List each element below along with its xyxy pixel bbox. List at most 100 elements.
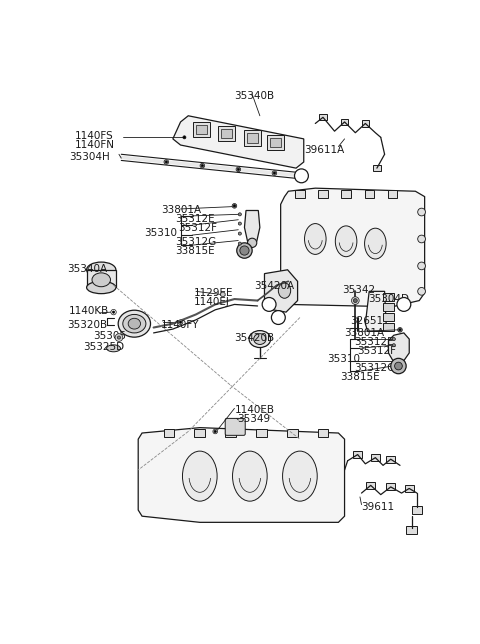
Ellipse shape (92, 273, 110, 287)
Ellipse shape (128, 318, 141, 329)
FancyBboxPatch shape (318, 191, 328, 198)
FancyBboxPatch shape (383, 323, 394, 330)
Circle shape (248, 238, 257, 247)
FancyBboxPatch shape (371, 454, 380, 461)
Text: 35312G: 35312G (175, 236, 216, 247)
Circle shape (351, 297, 359, 305)
FancyBboxPatch shape (386, 484, 396, 490)
Circle shape (395, 362, 402, 370)
Circle shape (221, 292, 225, 297)
FancyBboxPatch shape (247, 133, 258, 143)
Circle shape (178, 320, 183, 325)
Text: 35420A: 35420A (254, 281, 294, 290)
Circle shape (271, 310, 285, 325)
FancyBboxPatch shape (383, 313, 394, 321)
Text: 1140FN: 1140FN (75, 140, 115, 149)
Text: 39611: 39611 (361, 502, 395, 513)
FancyBboxPatch shape (270, 138, 281, 147)
FancyBboxPatch shape (194, 429, 205, 437)
Polygon shape (138, 428, 345, 522)
Ellipse shape (304, 223, 326, 254)
Circle shape (418, 287, 425, 295)
Circle shape (273, 172, 276, 175)
Circle shape (391, 358, 406, 374)
Circle shape (399, 328, 401, 331)
Circle shape (240, 246, 249, 255)
Text: 35312E: 35312E (175, 214, 215, 224)
FancyBboxPatch shape (318, 429, 328, 437)
Text: 32651: 32651 (350, 316, 383, 326)
Ellipse shape (86, 262, 116, 278)
FancyBboxPatch shape (218, 126, 235, 141)
Text: 1140FS: 1140FS (75, 131, 114, 141)
Ellipse shape (123, 314, 146, 333)
Circle shape (232, 204, 237, 208)
Circle shape (183, 136, 186, 139)
FancyBboxPatch shape (341, 119, 348, 125)
FancyBboxPatch shape (406, 526, 417, 534)
Ellipse shape (249, 330, 271, 348)
FancyBboxPatch shape (353, 451, 362, 458)
FancyBboxPatch shape (383, 303, 394, 310)
FancyBboxPatch shape (319, 114, 327, 120)
Text: 35312F: 35312F (357, 346, 396, 356)
Text: 35310: 35310 (327, 354, 360, 365)
Circle shape (200, 164, 204, 168)
Circle shape (418, 262, 425, 270)
FancyBboxPatch shape (164, 429, 174, 437)
Text: 33801A: 33801A (345, 328, 384, 338)
Text: 1129EE: 1129EE (193, 289, 233, 298)
Text: A: A (266, 300, 272, 309)
FancyBboxPatch shape (256, 429, 267, 437)
Circle shape (112, 311, 115, 313)
Polygon shape (173, 116, 304, 168)
FancyBboxPatch shape (196, 125, 207, 134)
Text: A: A (401, 300, 407, 309)
FancyBboxPatch shape (295, 191, 304, 198)
Ellipse shape (107, 345, 120, 352)
Ellipse shape (182, 451, 217, 501)
Circle shape (237, 243, 252, 258)
FancyBboxPatch shape (267, 135, 284, 151)
Circle shape (238, 232, 241, 235)
Polygon shape (264, 270, 298, 312)
FancyBboxPatch shape (405, 485, 414, 492)
Circle shape (295, 169, 308, 183)
Circle shape (214, 430, 216, 433)
Text: 33801A: 33801A (161, 205, 202, 215)
Circle shape (165, 161, 168, 163)
Circle shape (398, 328, 402, 332)
FancyBboxPatch shape (388, 191, 397, 198)
Circle shape (180, 321, 182, 323)
FancyBboxPatch shape (361, 120, 369, 127)
Text: 35312E: 35312E (354, 337, 394, 346)
FancyBboxPatch shape (193, 122, 210, 137)
Ellipse shape (365, 228, 386, 259)
Circle shape (392, 337, 396, 341)
Ellipse shape (118, 310, 151, 337)
Text: 1140FY: 1140FY (161, 320, 200, 330)
Ellipse shape (283, 451, 317, 501)
Circle shape (397, 298, 411, 311)
Polygon shape (281, 188, 425, 307)
Circle shape (111, 309, 116, 315)
Circle shape (262, 298, 276, 311)
Circle shape (115, 334, 123, 341)
Text: 35304D: 35304D (368, 294, 408, 305)
FancyBboxPatch shape (383, 293, 394, 301)
Circle shape (213, 429, 217, 434)
Ellipse shape (336, 226, 357, 257)
Circle shape (238, 242, 241, 245)
Text: 35325D: 35325D (83, 342, 124, 352)
FancyBboxPatch shape (366, 482, 375, 489)
Text: 33815E: 33815E (340, 372, 380, 382)
Text: 35420B: 35420B (234, 333, 275, 343)
Text: 35312F: 35312F (178, 223, 217, 233)
Text: 1140EB: 1140EB (234, 405, 275, 415)
Text: 39611A: 39611A (304, 145, 344, 155)
FancyBboxPatch shape (386, 456, 396, 462)
Text: 35305: 35305 (94, 331, 127, 341)
FancyBboxPatch shape (244, 130, 261, 146)
Polygon shape (86, 270, 116, 287)
FancyBboxPatch shape (411, 506, 422, 514)
